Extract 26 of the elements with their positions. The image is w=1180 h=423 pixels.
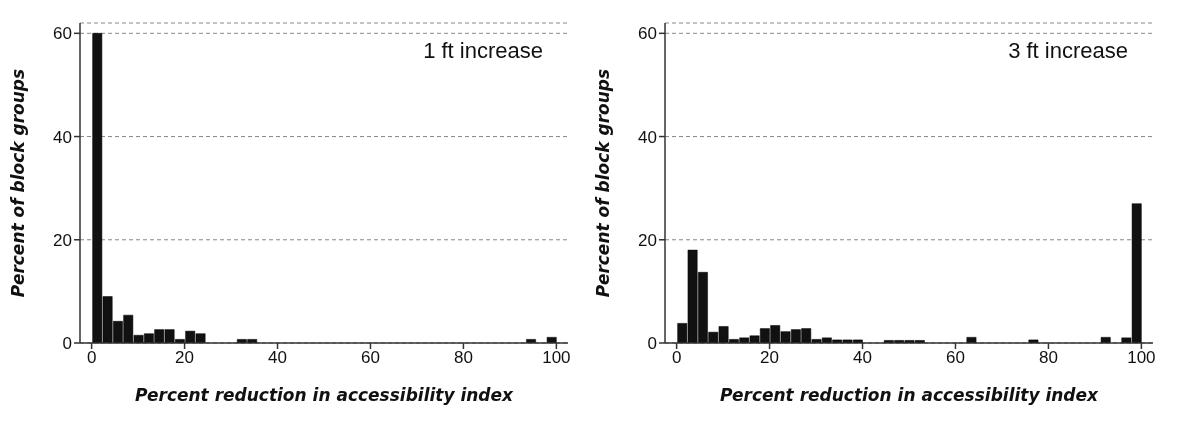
x-tick-label: 80 xyxy=(1038,348,1058,368)
x-axis-title: Percent reduction in accessibility index xyxy=(134,385,515,405)
x-tick-label: 0 xyxy=(86,348,97,368)
x-tick-label: 20 xyxy=(175,348,195,368)
y-axis-title: Percent of block groups xyxy=(593,68,614,298)
y-tick-label: 0 xyxy=(62,334,72,354)
x-tick-label: 40 xyxy=(853,348,872,368)
x-tick-label: 80 xyxy=(453,348,473,368)
y-tick-label: 20 xyxy=(638,230,657,250)
x-tick-label: 60 xyxy=(361,348,380,368)
y-tick-label: 0 xyxy=(647,334,657,354)
y-tick-label: 40 xyxy=(53,127,72,147)
y-tick-label: 20 xyxy=(53,230,72,250)
x-tick-label: 100 xyxy=(1127,348,1156,368)
x-axis-title: Percent reduction in accessibility index xyxy=(719,385,1100,405)
x-tick-label: 60 xyxy=(946,348,965,368)
x-tick-label: 100 xyxy=(542,348,571,368)
x-tick-label: 0 xyxy=(671,348,682,368)
annotation: 3 ft increase xyxy=(1008,38,1128,64)
annotation: 1 ft increase xyxy=(423,38,543,64)
y-axis-title: Percent of block groups xyxy=(8,68,29,298)
y-tick-label: 60 xyxy=(53,24,72,44)
y-tick-label: 40 xyxy=(638,127,657,147)
y-tick-label: 60 xyxy=(638,24,657,44)
x-tick-label: 20 xyxy=(760,348,780,368)
x-tick-label: 40 xyxy=(268,348,287,368)
